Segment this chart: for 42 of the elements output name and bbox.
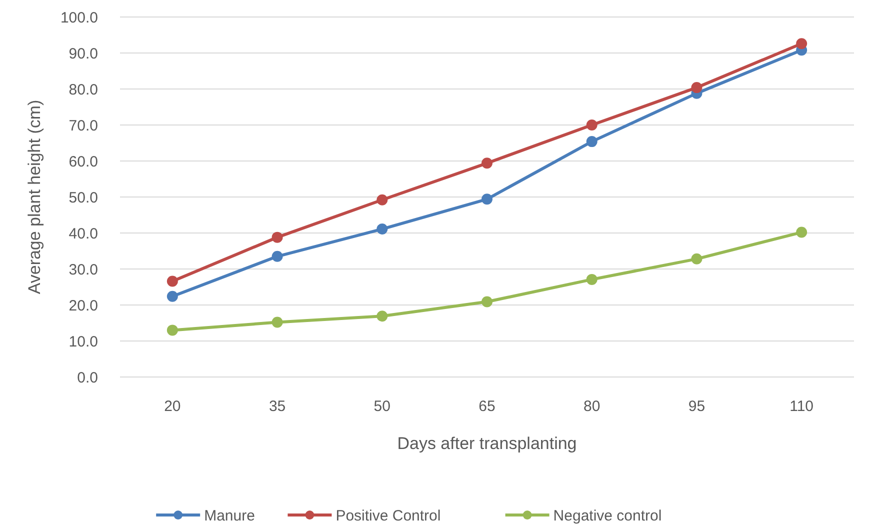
y-tick-label: 80.0	[68, 81, 98, 98]
x-tick-label: 80	[584, 398, 600, 415]
point	[691, 253, 702, 264]
y-tick-label: 20.0	[68, 297, 98, 314]
x-tick-label: 50	[374, 398, 390, 415]
point	[482, 158, 492, 169]
point	[166, 276, 178, 287]
y-tick-label: 60.0	[68, 153, 98, 170]
y-axis-title: Average plant height (cm)	[25, 100, 44, 294]
y-tick-label: 70.0	[68, 117, 98, 134]
point	[272, 232, 283, 243]
point	[272, 250, 283, 262]
point	[796, 226, 808, 238]
x-tick-label: 35	[268, 398, 286, 415]
y-tick-label: 10.0	[68, 333, 98, 350]
legend-label: Manure	[204, 507, 255, 524]
y-tick-label: 90.0	[68, 45, 98, 62]
legend-label: Positive Control	[336, 507, 441, 524]
point	[586, 120, 598, 130]
y-tick-label: 30.0	[68, 261, 98, 278]
point	[482, 194, 492, 205]
point	[691, 82, 702, 94]
point	[376, 224, 388, 235]
x-tick-label: 110	[790, 398, 814, 415]
legend-label: Negative control	[553, 507, 662, 524]
x-tick-label: 95	[688, 398, 706, 415]
point	[796, 38, 808, 50]
y-tick-label: 100.0	[60, 9, 98, 26]
point	[586, 274, 598, 285]
point	[272, 316, 283, 328]
y-tick-label: 40.0	[68, 225, 98, 242]
point	[586, 136, 598, 148]
point	[376, 194, 388, 206]
y-tick-label: 50.0	[68, 189, 98, 206]
x-axis-title: Days after transplanting	[397, 434, 577, 453]
point	[482, 296, 492, 308]
point	[166, 324, 178, 336]
point	[376, 310, 388, 322]
x-tick-label: 20	[164, 398, 181, 415]
x-tick-label: 65	[478, 398, 496, 415]
point	[166, 290, 178, 302]
y-tick-label: 0.0	[77, 369, 98, 386]
